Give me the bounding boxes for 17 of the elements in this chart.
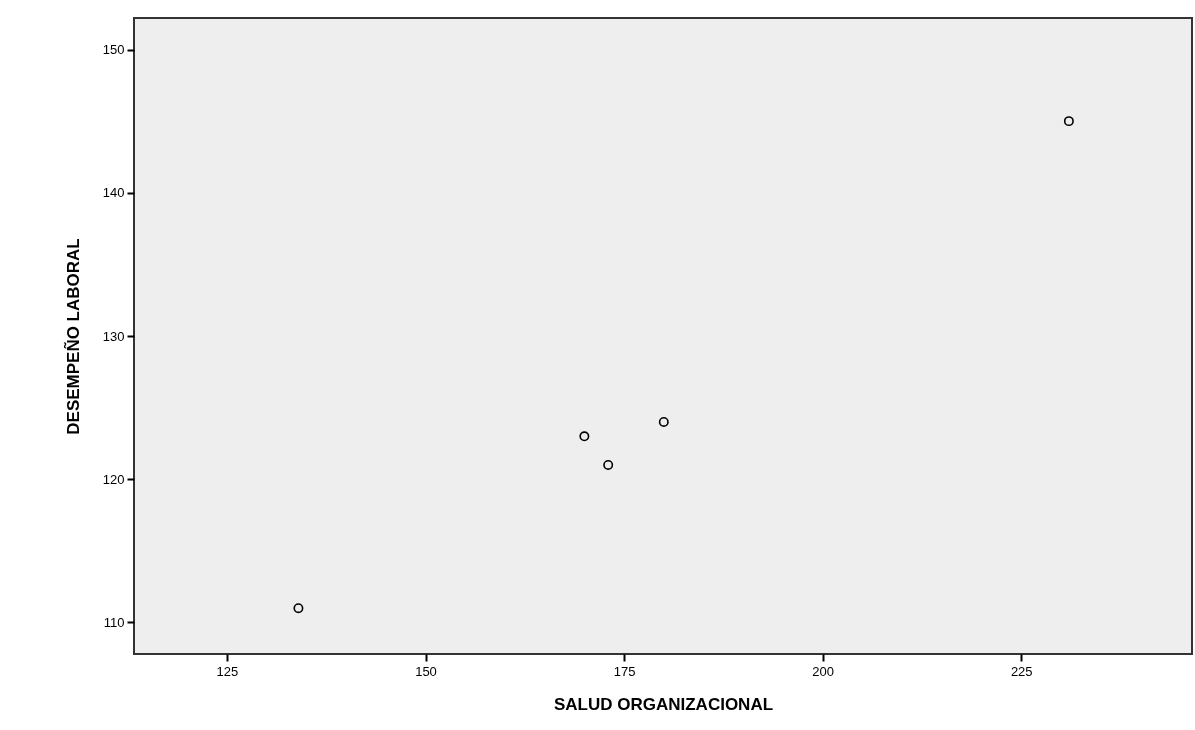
y-tick-label: 130	[102, 328, 125, 344]
y-tick-label: 110	[103, 614, 125, 630]
point	[293, 603, 304, 614]
y-tick-label: 140	[102, 185, 125, 201]
x-tick-label: 175	[613, 663, 636, 679]
y-tick-label: 150	[102, 42, 125, 58]
y-tick-label: 120	[102, 471, 125, 487]
point	[1063, 116, 1074, 127]
point	[603, 459, 614, 470]
point	[658, 416, 669, 427]
y-axis-title: DESEMPEÑO LABORAL	[62, 238, 83, 435]
x-tick-label: 125	[216, 663, 239, 679]
x-axis-title: SALUD ORGANIZACIONAL	[553, 694, 774, 714]
x-tick-label: 225	[1010, 663, 1033, 679]
x-tick-label: 200	[812, 663, 834, 679]
x-tick-label: 150	[415, 663, 437, 679]
point	[579, 431, 590, 442]
